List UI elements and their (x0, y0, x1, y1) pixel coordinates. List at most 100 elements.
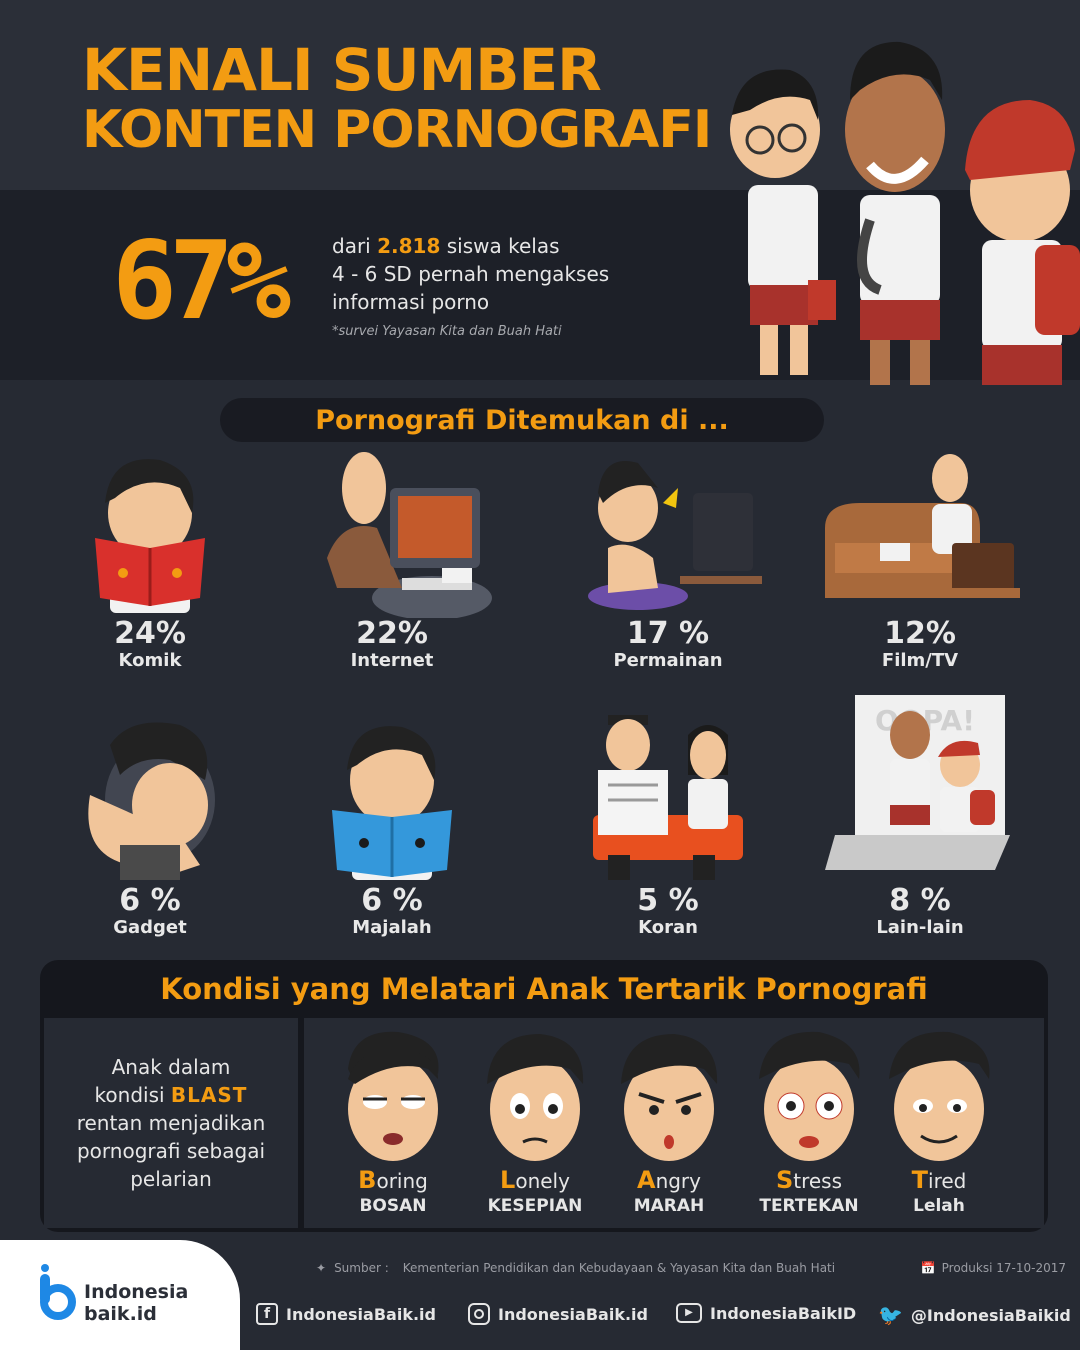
pin-icon: ✦ (316, 1261, 327, 1275)
magazine-reader-icon (332, 726, 452, 880)
source-label: Sumber : (334, 1261, 389, 1275)
instagram-icon (468, 1303, 490, 1325)
blast-acronym: BLAST (170, 1083, 248, 1107)
condition-initial: S (775, 1166, 794, 1194)
twitter-icon: 🐦 (878, 1303, 903, 1327)
indonesiabaik-logo-icon (40, 1264, 76, 1320)
youtube-link[interactable]: ▶ IndonesiaBaikID (676, 1303, 856, 1323)
student-boy-icon (845, 41, 945, 385)
source-percent: 8 % (889, 883, 951, 918)
source-label: Komik (118, 650, 182, 671)
source-percent: 6 % (119, 883, 181, 918)
brand-logo-panel (0, 1240, 240, 1350)
calendar-icon: 📅 (920, 1261, 936, 1275)
stat-line-2: 4 - 6 SD pernah mengakses (332, 262, 610, 286)
section-sources-title: Pornografi Ditemukan di ... (220, 398, 824, 442)
facebook-link[interactable]: f IndonesiaBaik.id (256, 1303, 436, 1325)
source-percent: 5 % (637, 883, 699, 918)
condition-indonesian: KESEPIAN (487, 1196, 583, 1216)
student-girl-icon (730, 69, 836, 375)
blast-faces: Boring BOSAN Lonely KESEPIAN Angry MARAH (304, 1018, 1044, 1228)
tv-watcher-icon (825, 454, 1020, 598)
condition-indonesian: Lelah (913, 1196, 965, 1216)
condition-rest: tress (793, 1169, 843, 1193)
condition-initial: A (636, 1166, 656, 1194)
source-item-permainan: 17 % Permainan (568, 448, 768, 672)
blast-description: Anak dalam kondisi BLAST rentan menjadik… (44, 1018, 298, 1228)
blast-line-1: Anak dalam (111, 1055, 231, 1079)
facebook-icon: f (256, 1303, 278, 1325)
youtube-handle: IndonesiaBaikID (710, 1303, 857, 1323)
blast-line-4: pornografi sebagai (76, 1139, 266, 1163)
source-label: Majalah (352, 917, 432, 938)
source-item-komik: 24% Komik (50, 448, 250, 672)
source-item-lain-lain: OOPA! 8 % Lain-lain (820, 695, 1020, 939)
condition-rest: ired (928, 1169, 967, 1193)
logo-line-1: Indonesia (84, 1281, 189, 1303)
facebook-handle: IndonesiaBaik.id (286, 1304, 436, 1324)
students-illustration (730, 41, 1080, 385)
source-label: Lain-lain (876, 917, 964, 938)
student-cap-boy-icon (965, 100, 1080, 385)
source-percent: 22% (356, 616, 428, 651)
stat-text-post: siswa kelas (446, 234, 560, 258)
condition-stress: Stress TERTEKAN (744, 1024, 874, 1219)
angry-face-icon (621, 1034, 718, 1161)
source-label: Permainan (613, 650, 723, 671)
source-item-internet: 22% Internet (292, 448, 492, 672)
main-percentage: 67% (112, 219, 291, 344)
comic-reader-icon (95, 459, 205, 613)
source-label: Koran (638, 917, 698, 938)
instagram-link[interactable]: IndonesiaBaik.id (468, 1303, 648, 1325)
source-percent: 17 % (626, 616, 710, 651)
tired-face-icon (889, 1031, 990, 1161)
source-percent: 24% (114, 616, 186, 651)
condition-rest: onely (515, 1169, 570, 1193)
phone-user-icon (88, 722, 215, 880)
survey-note: *survei Yayasan Kita dan Buah Hati (332, 324, 562, 339)
source-item-koran: 5 % Koran (568, 715, 768, 939)
computer-user-icon (327, 452, 492, 618)
source-item-gadget: 6 % Gadget (50, 715, 250, 939)
condition-initial: B (358, 1166, 377, 1194)
source-text: Kementerian Pendidikan dan Kebudayaan & … (402, 1261, 836, 1275)
title-line-1: KENALI SUMBER (82, 36, 602, 104)
condition-initial: L (500, 1166, 516, 1194)
twitter-handle: @IndonesiaBaikid (910, 1305, 1071, 1325)
stat-text-pre: dari (332, 234, 371, 258)
condition-angry: Angry MARAH (604, 1024, 734, 1219)
condition-indonesian: TERTEKAN (759, 1196, 859, 1216)
blast-line-5: pelarian (130, 1167, 212, 1191)
condition-lonely: Lonely KESEPIAN (470, 1024, 600, 1219)
blast-line-2: kondisi (94, 1083, 165, 1107)
source-percent: 6 % (361, 883, 423, 918)
stat-line-3: informasi porno (332, 290, 490, 314)
blast-line-3: rentan menjadikan (76, 1111, 266, 1135)
production-date: Produksi 17-10-2017 (941, 1261, 1066, 1275)
twitter-link[interactable]: 🐦 @IndonesiaBaikid (878, 1303, 1071, 1327)
stat-description: dari 2.818 siswa kelas 4 - 6 SD pernah m… (332, 232, 632, 316)
brand-logo-text[interactable]: Indonesia baik.id (84, 1281, 188, 1325)
gamer-icon (588, 461, 762, 610)
source-label: Gadget (113, 917, 187, 938)
source-row: ✦ Sumber : Kementerian Pendidikan dan Ke… (316, 1258, 1066, 1278)
logo-line-2: baik.id (84, 1303, 157, 1325)
condition-boring: Boring BOSAN (328, 1024, 458, 1219)
source-item-majalah: 6 % Majalah (292, 715, 492, 939)
condition-indonesian: BOSAN (359, 1196, 427, 1216)
condition-initial: T (911, 1166, 929, 1194)
condition-tired: Tired Lelah (874, 1024, 1004, 1219)
page-title: KENALI SUMBER KONTEN PORNOGRAFI (82, 40, 712, 160)
condition-indonesian: MARAH (633, 1196, 705, 1216)
youtube-icon: ▶ (676, 1303, 702, 1323)
title-line-2: KONTEN PORNOGRAFI (82, 100, 712, 160)
instagram-handle: IndonesiaBaik.id (498, 1304, 648, 1324)
other-sources-icon: OOPA! (825, 695, 1010, 870)
condition-rest: oring (376, 1169, 428, 1193)
condition-rest: ngry (655, 1169, 701, 1193)
source-percent: 12% (884, 616, 956, 651)
blast-section-title: Kondisi yang Melatari Anak Tertarik Porn… (160, 972, 928, 1006)
stat-number: 2.818 (377, 234, 441, 258)
source-item-film-tv: 12% Film/TV (820, 448, 1020, 672)
source-label: Internet (350, 650, 434, 671)
